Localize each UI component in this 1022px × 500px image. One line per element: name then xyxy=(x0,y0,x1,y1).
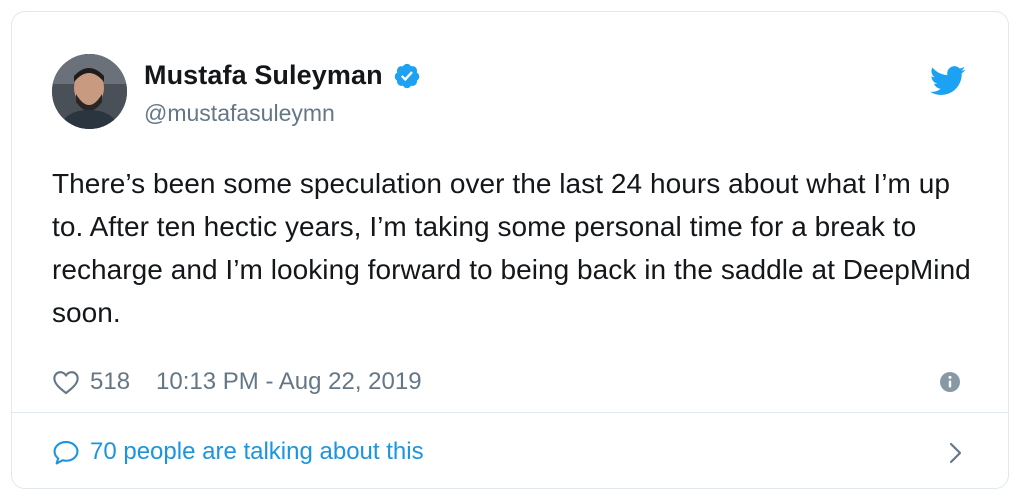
conversation-link[interactable]: 70 people are talking about this xyxy=(52,432,972,472)
info-icon[interactable] xyxy=(938,370,962,394)
author-handle[interactable]: @mustafasuleymn xyxy=(144,100,335,126)
speech-bubble-icon xyxy=(52,439,80,465)
conversation-label[interactable]: 70 people are talking about this xyxy=(90,438,424,465)
tweet-card: Mustafa Suleyman @mustafasuleymn There’s… xyxy=(11,11,1009,489)
tweet-timestamp[interactable]: 10:13 PM - Aug 22, 2019 xyxy=(156,368,422,395)
divider xyxy=(12,412,1008,413)
name-row: Mustafa Suleyman xyxy=(144,60,421,91)
author-name[interactable]: Mustafa Suleyman xyxy=(144,60,383,90)
heart-icon[interactable] xyxy=(52,369,80,395)
tweet-text: There’s been some speculation over the l… xyxy=(52,168,971,328)
like-count[interactable]: 518 xyxy=(90,368,131,395)
tweet-header: Mustafa Suleyman @mustafasuleymn xyxy=(52,54,972,144)
tweet-meta: 518 10:13 PM - Aug 22, 2019 xyxy=(52,362,972,402)
avatar[interactable] xyxy=(52,54,127,129)
twitter-logo-icon[interactable] xyxy=(930,66,966,96)
chevron-right-icon[interactable] xyxy=(948,440,964,466)
verified-badge-icon xyxy=(393,62,421,90)
